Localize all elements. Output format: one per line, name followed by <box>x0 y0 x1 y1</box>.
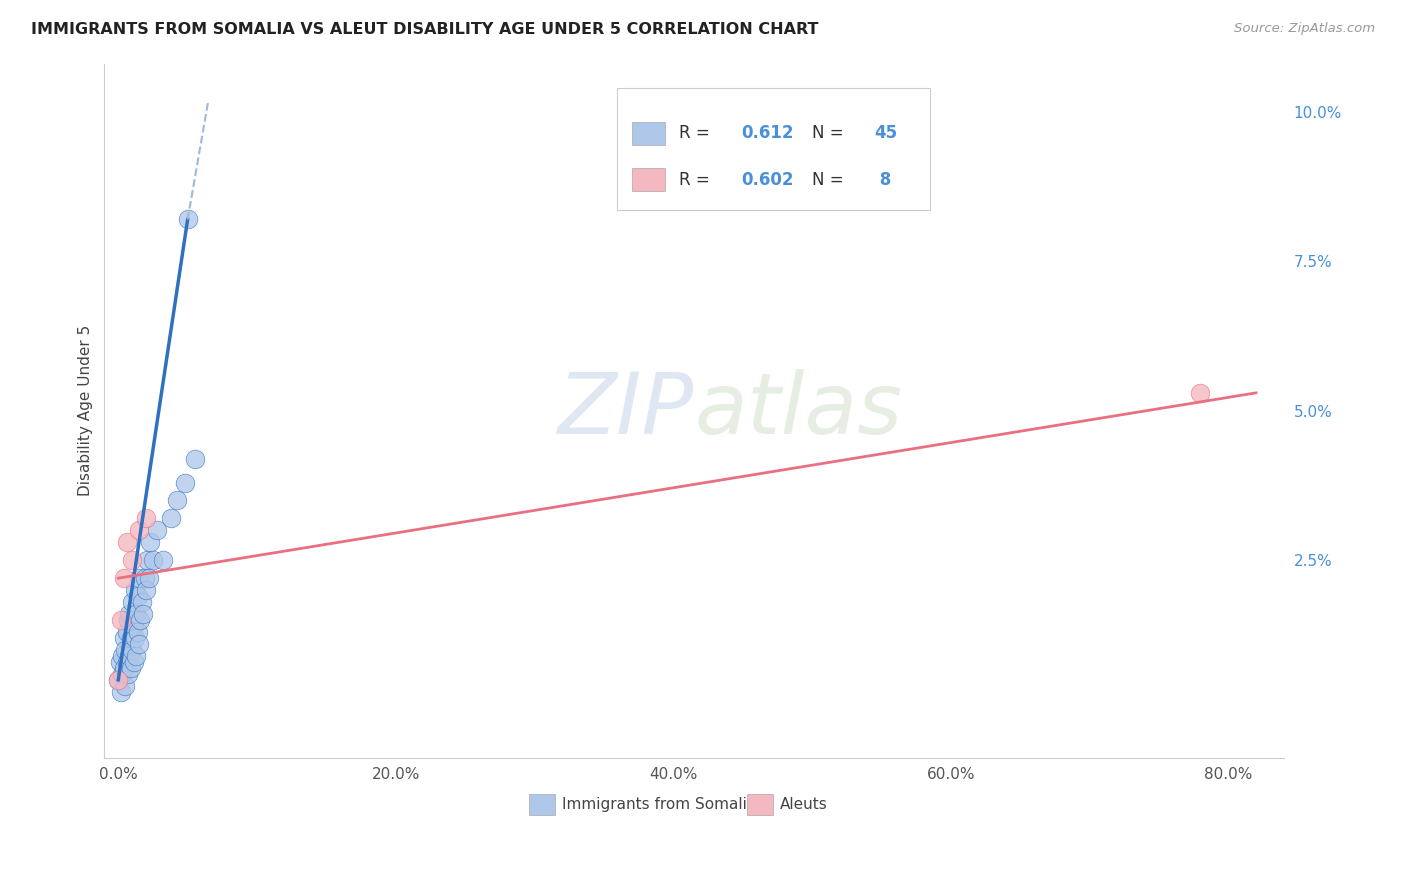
Point <box>114 643 136 657</box>
Point <box>134 571 156 585</box>
Text: IMMIGRANTS FROM SOMALIA VS ALEUT DISABILITY AGE UNDER 5 CORRELATION CHART: IMMIGRANTS FROM SOMALIA VS ALEUT DISABIL… <box>31 22 818 37</box>
Text: Aleuts: Aleuts <box>780 797 828 813</box>
Point <box>121 553 143 567</box>
Point <box>117 666 139 681</box>
Text: 45: 45 <box>875 124 897 142</box>
Point <box>129 613 152 627</box>
Point <box>152 553 174 567</box>
Point <box>107 673 129 687</box>
Point <box>1189 385 1212 400</box>
Bar <box>631 121 665 145</box>
Text: R =: R = <box>679 124 714 142</box>
Point <box>160 511 183 525</box>
Point <box>125 648 148 663</box>
Point <box>121 595 143 609</box>
Text: 0.612: 0.612 <box>741 124 794 142</box>
Point <box>124 583 146 598</box>
Point <box>120 631 142 645</box>
Point <box>128 571 150 585</box>
Point <box>183 451 205 466</box>
Point <box>146 524 169 538</box>
Point <box>138 571 160 585</box>
Point <box>114 679 136 693</box>
Point <box>128 637 150 651</box>
Point <box>135 583 157 598</box>
Point <box>124 631 146 645</box>
Bar <box>529 794 555 815</box>
Point <box>122 655 145 669</box>
Text: ZIP: ZIP <box>558 369 695 452</box>
Text: 8: 8 <box>875 170 891 189</box>
Text: Immigrants from Somalia: Immigrants from Somalia <box>562 797 756 813</box>
Text: atlas: atlas <box>695 369 903 452</box>
Point <box>120 661 142 675</box>
Point <box>142 553 165 567</box>
Point <box>128 524 150 538</box>
Point <box>112 631 135 645</box>
Point <box>122 619 145 633</box>
Bar <box>747 794 773 815</box>
Y-axis label: Disability Age Under 5: Disability Age Under 5 <box>79 326 93 497</box>
Point <box>136 553 159 567</box>
Point <box>139 535 162 549</box>
Point <box>173 475 195 490</box>
Point <box>125 607 148 621</box>
Point <box>176 212 198 227</box>
Point <box>111 648 134 663</box>
Text: R =: R = <box>679 170 714 189</box>
Point <box>166 493 188 508</box>
Text: Source: ZipAtlas.com: Source: ZipAtlas.com <box>1234 22 1375 36</box>
Point <box>127 625 149 640</box>
Point <box>132 607 155 621</box>
Point <box>115 655 138 669</box>
Point <box>118 648 141 663</box>
Point <box>115 625 138 640</box>
Point <box>127 589 149 603</box>
Bar <box>631 168 665 192</box>
Point <box>121 643 143 657</box>
Point <box>131 595 153 609</box>
Text: N =: N = <box>813 170 849 189</box>
Point <box>110 685 132 699</box>
Point <box>108 655 131 669</box>
Point <box>118 607 141 621</box>
Point <box>107 673 129 687</box>
Point <box>110 613 132 627</box>
Text: N =: N = <box>813 124 849 142</box>
Point <box>115 535 138 549</box>
FancyBboxPatch shape <box>617 88 929 210</box>
Point <box>117 613 139 627</box>
Point <box>112 571 135 585</box>
Text: 0.602: 0.602 <box>741 170 794 189</box>
Point <box>135 511 157 525</box>
Point <box>112 661 135 675</box>
Point <box>111 666 134 681</box>
